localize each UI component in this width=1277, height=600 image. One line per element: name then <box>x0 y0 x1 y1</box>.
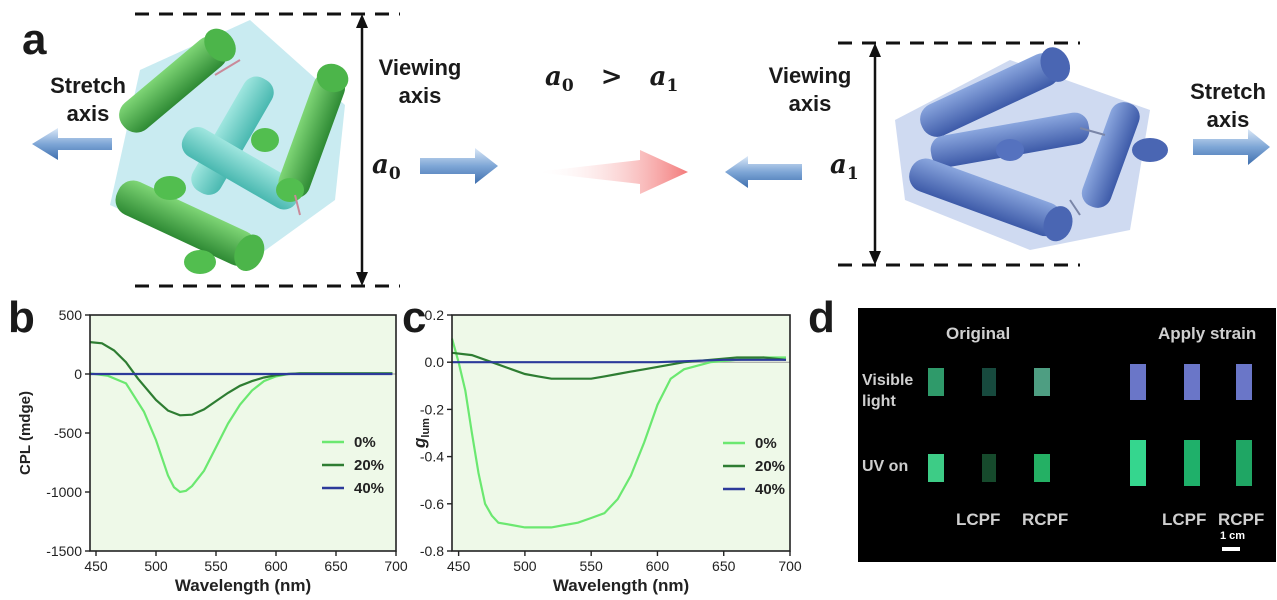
film-visible-strain-1 <box>1130 364 1146 400</box>
heading-apply-strain: Apply strain <box>1158 324 1257 343</box>
film-uv-strain-rcpf <box>1236 440 1252 486</box>
legend-label: 20% <box>755 458 785 475</box>
panel-c-label: c <box>402 293 427 342</box>
y-tick-label: -0.6 <box>420 496 444 512</box>
blue-helix-structure <box>895 47 1168 250</box>
relation-text: a0 > a1 <box>545 62 679 97</box>
y-tick-label: 0.0 <box>425 354 445 370</box>
legend-label: 40% <box>354 480 384 497</box>
a1-symbol: a1 <box>830 150 859 185</box>
x-tick-label: 450 <box>84 558 108 574</box>
y-tick-label: -500 <box>54 425 82 441</box>
y-axis-label: CPL (mdge) <box>17 391 34 475</box>
x-axis-label: Wavelength (nm) <box>175 576 311 595</box>
film-visible-strain-rcpf <box>1236 364 1252 400</box>
film-uv-strain-lcpf <box>1184 440 1200 486</box>
cpl-chart: 450 500 550 600 650 700 500 0 -500 -1000 -1500 Wave… <box>17 307 408 595</box>
y-tick-label: 0.2 <box>425 307 445 323</box>
row-label-visible-light: Visible light <box>862 372 914 410</box>
film-visible-original-1 <box>928 368 944 396</box>
series-line-0pct <box>450 338 786 529</box>
glum-chart: 450 500 550 600 650 700 0.2 0.0 -0.2 -0.4 -0.6 -0.8… <box>410 307 802 595</box>
stretch-arrow-right <box>1193 129 1270 165</box>
legend-label: 20% <box>354 457 384 474</box>
x-tick-label: 500 <box>513 558 537 574</box>
x-axis-label: Wavelength (nm) <box>553 576 689 595</box>
x-tick-label: 700 <box>384 558 408 574</box>
y-tick-label: -0.2 <box>420 401 444 417</box>
x-tick-label: 600 <box>264 558 288 574</box>
x-tick-label: 700 <box>778 558 802 574</box>
plot-frame <box>451 314 791 552</box>
x-tick-label: 600 <box>646 558 670 574</box>
legend-label: 0% <box>354 434 376 451</box>
y-tick-label: -1500 <box>46 543 82 559</box>
row-label-uv-on: UV on <box>862 458 909 475</box>
column-label-lcpf-strain: LCPF <box>1162 510 1207 529</box>
film-visible-strain-lcpf <box>1184 364 1200 400</box>
y-tick-label: 0 <box>74 366 82 382</box>
x-tick-label: 550 <box>579 558 603 574</box>
column-label-rcpf: RCPF <box>1022 510 1069 529</box>
film-uv-strain-1 <box>1130 440 1146 486</box>
viewing-axis-label-left: Viewing axis <box>378 55 462 108</box>
green-helix-structure <box>110 20 349 274</box>
y-tick-label: -0.8 <box>420 543 444 559</box>
heading-original: Original <box>946 324 1011 343</box>
x-tick-label: 550 <box>204 558 228 574</box>
panel-b-label: b <box>8 293 35 342</box>
x-tick-label: 500 <box>144 558 168 574</box>
panel-d-label: d <box>808 293 835 342</box>
film-uv-original-rcpf <box>1034 454 1050 482</box>
scale-bar <box>1222 547 1240 551</box>
viewing-axis-label-right: Viewing axis <box>768 63 852 116</box>
y-tick-label: -1000 <box>46 484 82 500</box>
stretch-arrow-left <box>32 128 112 160</box>
y-tick-label: -0.4 <box>420 449 444 465</box>
plot-area <box>90 315 396 551</box>
x-tick-label: 650 <box>324 558 348 574</box>
film-uv-original-1 <box>928 454 944 482</box>
scale-bar-label: 1 cm <box>1220 530 1246 542</box>
a0-arrow <box>420 148 498 184</box>
film-visible-original-rcpf <box>1034 368 1050 396</box>
a1-arrow <box>725 156 802 188</box>
a0-symbol: a0 <box>372 150 401 185</box>
stretch-axis-label-left: Stretch axis <box>50 73 126 126</box>
photo-panel: Original Apply strain Visible light UV on… <box>858 308 1276 562</box>
stretch-axis-label-right: Stretch axis <box>1190 79 1266 132</box>
film-uv-original-lcpf <box>982 454 996 482</box>
series-line-40pct <box>452 358 786 364</box>
legend-label: 0% <box>755 435 777 452</box>
film-visible-original-lcpf <box>982 368 996 396</box>
y-tick-label: 500 <box>59 307 83 323</box>
panel-a-label: a <box>22 15 47 64</box>
transmission-arrow <box>535 150 688 194</box>
legend-label: 40% <box>755 481 785 498</box>
x-tick-label: 650 <box>712 558 736 574</box>
column-label-rcpf-strain: RCPF <box>1218 510 1265 529</box>
x-tick-label: 450 <box>447 558 471 574</box>
plot-area <box>452 315 790 551</box>
column-label-lcpf: LCPF <box>956 510 1001 529</box>
panel-a-diagram <box>32 12 1270 288</box>
y-axis-label: glum <box>410 418 432 449</box>
